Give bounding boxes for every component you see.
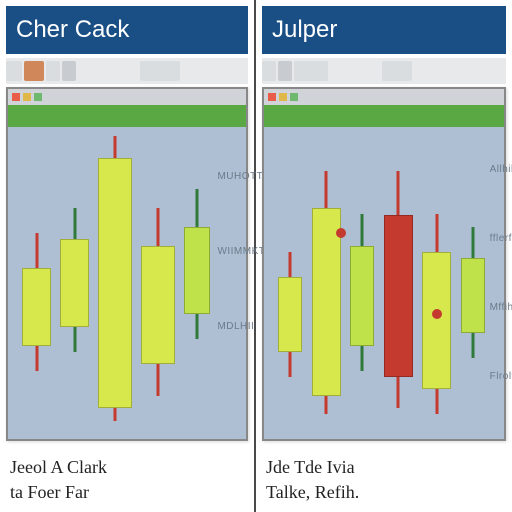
- right-panel: Julper AllhillfflerfilMffihFlrolfi Jde T…: [256, 0, 512, 512]
- candlestick: [184, 127, 210, 439]
- marker-dot: [336, 228, 346, 238]
- toolbar-button[interactable]: [46, 61, 60, 81]
- left-panel: Cher Cack MUHOTTWIIMMKTMDLHII Jeeol A Cl…: [0, 0, 256, 512]
- toolbar-button[interactable]: [24, 61, 44, 81]
- toolbar-button[interactable]: [294, 61, 328, 81]
- right-caption-line2: Talke, Refih.: [266, 480, 502, 504]
- right-chart-area: AllhillfflerfilMffihFlrolfi: [264, 127, 504, 439]
- left-caption-line2: ta Foer Far: [10, 480, 244, 504]
- candlestick: [312, 127, 341, 439]
- left-chart-area: MUHOTTWIIMMKTMDLHII: [8, 127, 246, 439]
- left-chart-window: MUHOTTWIIMMKTMDLHII: [6, 87, 248, 441]
- left-header-title: Cher Cack: [16, 16, 129, 44]
- left-caption-line1: Jeeol A Clark: [10, 455, 244, 479]
- candlestick: [22, 127, 51, 439]
- window-control-icon[interactable]: [34, 93, 42, 101]
- chart-side-label: fflerfil: [490, 233, 512, 244]
- candlestick: [461, 127, 485, 439]
- right-caption: Jde Tde Ivia Talke, Refih.: [262, 441, 506, 510]
- left-caption: Jeeol A Clark ta Foer Far: [6, 441, 248, 510]
- left-toolbar: [6, 58, 248, 84]
- right-toolbar: [262, 58, 506, 84]
- toolbar-button[interactable]: [78, 61, 138, 81]
- left-green-strip: [8, 105, 246, 127]
- candlestick: [141, 127, 174, 439]
- right-chart-window: AllhillfflerfilMffihFlrolfi: [262, 87, 506, 441]
- candlestick: [384, 127, 413, 439]
- toolbar-button[interactable]: [330, 61, 380, 81]
- toolbar-button[interactable]: [140, 61, 180, 81]
- chart-side-label: MDLHII: [217, 321, 254, 332]
- right-header-title: Julper: [272, 16, 337, 44]
- toolbar-button[interactable]: [6, 61, 22, 81]
- chart-side-label: Allhill: [490, 164, 512, 175]
- right-caption-line1: Jde Tde Ivia: [266, 455, 502, 479]
- left-header: Cher Cack: [6, 6, 248, 54]
- toolbar-button[interactable]: [278, 61, 292, 81]
- toolbar-button[interactable]: [382, 61, 412, 81]
- candlestick: [60, 127, 89, 439]
- toolbar-button[interactable]: [62, 61, 76, 81]
- window-control-icon[interactable]: [23, 93, 31, 101]
- chart-side-label: Mffih: [490, 302, 512, 313]
- candlestick: [278, 127, 302, 439]
- window-control-icon[interactable]: [290, 93, 298, 101]
- candlestick: [98, 127, 131, 439]
- candlestick: [350, 127, 374, 439]
- toolbar-button[interactable]: [262, 61, 276, 81]
- right-green-strip: [264, 105, 504, 127]
- window-control-icon[interactable]: [279, 93, 287, 101]
- window-control-icon[interactable]: [12, 93, 20, 101]
- left-window-titlebar: [8, 89, 246, 105]
- right-header: Julper: [262, 6, 506, 54]
- right-window-titlebar: [264, 89, 504, 105]
- chart-side-label: Flrolfi: [490, 371, 512, 382]
- candlestick: [422, 127, 451, 439]
- window-control-icon[interactable]: [268, 93, 276, 101]
